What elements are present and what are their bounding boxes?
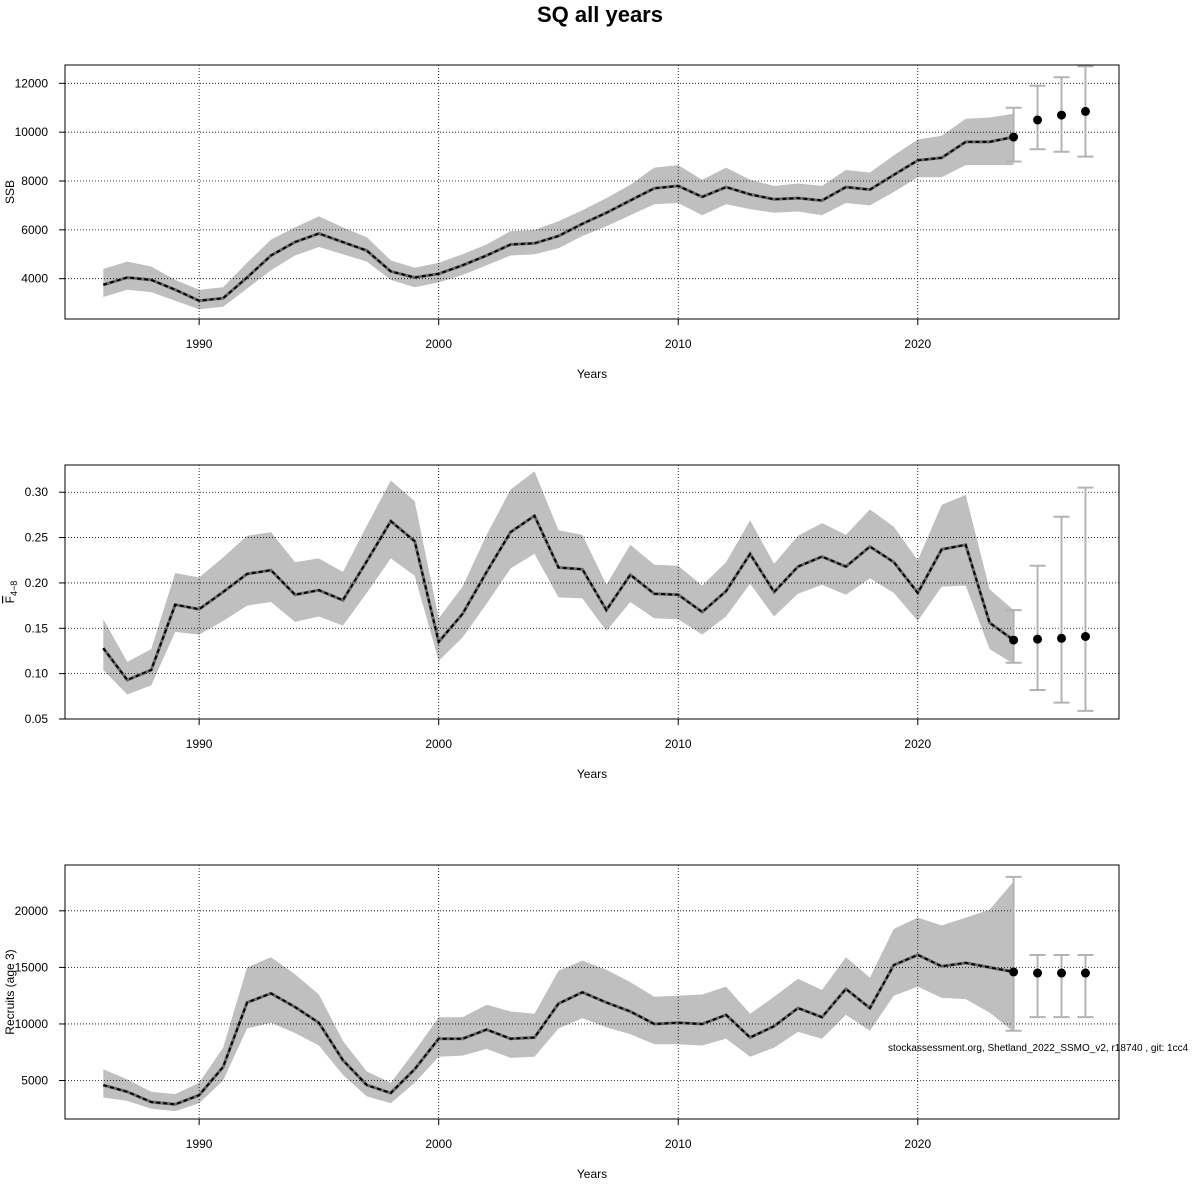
footnote: stockassessment.org, Shetland_2022_SSMO_…	[888, 1043, 1189, 1054]
recruits-y-tick-label: 5000	[21, 1074, 48, 1088]
ssb-y-tick-label: 10000	[15, 125, 49, 139]
recruits-y-tick-label: 20000	[15, 904, 49, 918]
f-forecast-point	[1080, 631, 1090, 641]
ssb-y-tick-label: 4000	[21, 272, 48, 286]
ssb-panel: 1990 2000 2010 2020 4000 6000 8000 10000 12000 Ye…	[3, 64, 1120, 381]
f-estimate-line	[102, 514, 1015, 682]
f-y-tick-label: 0.20	[25, 576, 49, 590]
f-plot-frame	[64, 464, 1120, 720]
ssb-forecast-point	[1057, 110, 1067, 120]
ssb-plot-frame	[64, 64, 1120, 320]
ssb-x-tick-label: 2010	[665, 337, 692, 351]
f-y-tick-label: 0.05	[25, 712, 49, 726]
f-forecast-point	[1033, 634, 1043, 644]
ssb-estimate-line	[103, 136, 1014, 302]
ssb-confidence-band	[103, 113, 1014, 310]
recruits-x-tick-label: 2020	[904, 1137, 931, 1151]
recruits-y-tick-label: 15000	[15, 960, 49, 974]
f-y-tick-label: 0.15	[25, 621, 49, 635]
ssb-x-tick-label: 1990	[186, 337, 213, 351]
recruits-forecast-point	[1057, 968, 1067, 978]
f-x-tick-label: 1990	[186, 737, 213, 751]
ssb-y-axis-label: SSB	[3, 180, 17, 204]
y-axis-label-main: F	[3, 596, 17, 603]
ssb-forecast-point	[1009, 132, 1019, 142]
ssb-x-tick-label: 2020	[904, 337, 931, 351]
f-y-tick-label: 0.30	[25, 485, 49, 499]
f-x-tick-label: 2020	[904, 737, 931, 751]
recruits-y-tick-label: 10000	[15, 1017, 49, 1031]
ssb-x-axis-label: Years	[577, 367, 607, 381]
ssb-y-tick-label: 12000	[15, 76, 49, 90]
f-y-tick-label: 0.10	[25, 667, 49, 681]
recruits-x-tick-label: 2000	[425, 1137, 452, 1151]
recruits-x-tick-label: 1990	[186, 1137, 213, 1151]
recruits-x-tick-label: 2010	[665, 1137, 692, 1151]
recruits-forecast-point	[1080, 968, 1090, 978]
ssb-x-tick-label: 2000	[425, 337, 452, 351]
recruits-x-axis-label: Years	[577, 1167, 607, 1181]
chart-title: SQ all years	[537, 2, 663, 27]
f-x-tick-label: 2000	[425, 737, 452, 751]
recruits-plot-frame	[64, 864, 1120, 1120]
recruits-forecast-point	[1033, 968, 1043, 978]
f-forecast-point	[1009, 635, 1019, 645]
f-confidence-band	[103, 471, 1014, 695]
recruitment-panel: 1990 2000 2010 2020 5000 10000 15000 20000 Years…	[3, 864, 1120, 1181]
recruits-y-axis-label: Recruits (age 3)	[3, 949, 17, 1034]
ssb-forecast-point	[1080, 106, 1090, 116]
fishing-mortality-panel: 1990 2000 2010 2020 0.05 0.10 0.15 0.20 0.25 0.30…	[3, 464, 1120, 781]
y-axis-label-subscript: 4−8	[9, 581, 19, 596]
recruits-forecast-point	[1009, 967, 1019, 977]
f-x-tick-label: 2010	[665, 737, 692, 751]
ssb-y-tick-label: 8000	[21, 174, 48, 188]
ssb-forecast-point	[1033, 115, 1043, 125]
recruits-confidence-band	[103, 881, 1014, 1112]
ssb-y-tick-label: 6000	[21, 223, 48, 237]
f-y-tick-label: 0.25	[25, 531, 49, 545]
f-x-axis-label: Years	[577, 767, 607, 781]
f-forecast-point	[1057, 633, 1067, 643]
f-y-axis-label: F4−8	[3, 581, 19, 604]
recruits-estimate-line	[103, 953, 1014, 1106]
